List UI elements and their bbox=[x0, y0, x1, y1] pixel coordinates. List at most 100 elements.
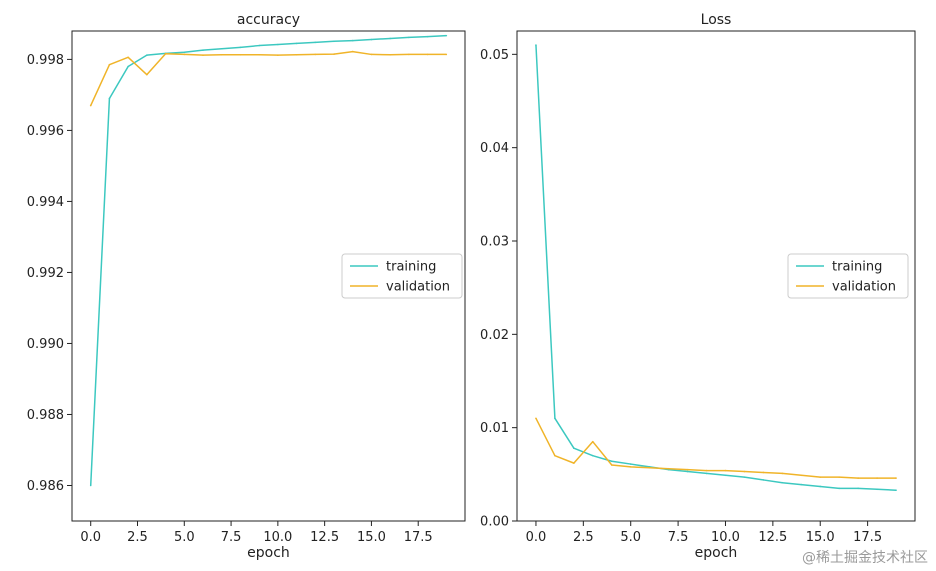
data-point-training bbox=[183, 51, 186, 54]
data-point-training bbox=[819, 485, 822, 488]
x-axis-label: epoch bbox=[695, 545, 738, 561]
x-tick-label: 17.5 bbox=[404, 530, 433, 545]
data-point-training bbox=[202, 49, 204, 51]
y-tick-label: 0.02 bbox=[480, 328, 509, 343]
data-point-validation bbox=[629, 466, 632, 468]
y-tick-label: 0.04 bbox=[480, 141, 509, 156]
data-point-training bbox=[408, 36, 410, 39]
data-point-validation bbox=[705, 469, 708, 472]
data-point-training bbox=[781, 481, 784, 484]
data-point-training bbox=[389, 37, 391, 40]
x-tick-label: 0.0 bbox=[526, 530, 547, 545]
plot-frame bbox=[71, 30, 466, 522]
data-point-validation bbox=[277, 54, 279, 56]
legend: training validation bbox=[341, 253, 463, 299]
y-tick-label: 0.998 bbox=[27, 53, 64, 68]
legend-label-training: training bbox=[832, 260, 882, 275]
accuracy-chart: accuracy 0.0 2.5 5.0 7.5 10.0 12.5 15.0 17.5 0.98… bbox=[27, 12, 466, 561]
data-point-validation bbox=[554, 454, 556, 457]
series-line-training bbox=[535, 44, 897, 491]
y-tick-label: 0.990 bbox=[27, 337, 64, 352]
data-point-training bbox=[445, 34, 448, 37]
x-tick-label: 7.5 bbox=[221, 530, 242, 545]
x-tick-label: 17.5 bbox=[853, 530, 882, 545]
chart-title: Loss bbox=[701, 12, 732, 28]
data-point-training bbox=[762, 479, 765, 481]
data-point-validation bbox=[724, 469, 727, 472]
data-point-validation bbox=[164, 52, 167, 55]
data-point-training bbox=[127, 65, 129, 68]
x-tick-label: 0.0 bbox=[80, 530, 101, 545]
data-point-training bbox=[314, 41, 317, 44]
legend: training validation bbox=[787, 253, 909, 299]
data-point-training bbox=[220, 47, 223, 50]
x-tick-label: 5.0 bbox=[174, 530, 195, 545]
data-point-training bbox=[426, 35, 429, 38]
data-point-validation bbox=[819, 476, 822, 478]
series-line-validation bbox=[535, 417, 897, 479]
data-point-validation bbox=[220, 53, 223, 56]
chart-title: accuracy bbox=[237, 12, 300, 28]
data-point-training bbox=[239, 46, 242, 49]
data-point-training bbox=[351, 39, 354, 42]
legend-box bbox=[341, 253, 463, 299]
x-tick-label: 7.5 bbox=[668, 530, 689, 545]
data-point-validation bbox=[667, 467, 670, 470]
data-point-validation bbox=[202, 54, 204, 56]
data-point-validation bbox=[800, 474, 803, 477]
x-tick-label: 2.5 bbox=[127, 530, 148, 545]
data-point-training bbox=[295, 42, 298, 45]
x-tick-label: 15.0 bbox=[357, 530, 386, 545]
data-point-training bbox=[89, 484, 92, 487]
data-point-training bbox=[592, 454, 594, 457]
data-point-validation bbox=[239, 53, 242, 56]
data-point-validation bbox=[370, 53, 373, 56]
data-point-validation bbox=[408, 53, 410, 56]
data-point-training bbox=[895, 489, 897, 492]
data-point-validation bbox=[108, 63, 111, 66]
data-point-validation bbox=[258, 53, 260, 56]
y-tick-label: 0.05 bbox=[480, 48, 509, 63]
data-point-training bbox=[146, 54, 148, 56]
legend-label-training: training bbox=[386, 260, 436, 275]
x-tick-label: 15.0 bbox=[806, 530, 835, 545]
series-line-validation bbox=[90, 50, 447, 106]
data-point-validation bbox=[146, 73, 148, 76]
x-tick-label: 10.0 bbox=[263, 530, 292, 545]
data-point-training bbox=[333, 40, 335, 43]
data-point-validation bbox=[686, 468, 689, 471]
data-point-training bbox=[258, 44, 260, 47]
x-tick-label: 5.0 bbox=[620, 530, 641, 545]
data-point-training bbox=[876, 488, 878, 491]
data-point-validation bbox=[333, 53, 335, 55]
data-point-training bbox=[277, 43, 279, 46]
x-tick-label: 2.5 bbox=[573, 530, 594, 545]
y-tick-label: 0.03 bbox=[480, 235, 509, 250]
data-point-training bbox=[838, 487, 840, 490]
data-point-validation bbox=[183, 53, 186, 56]
data-point-validation bbox=[648, 467, 651, 469]
data-point-validation bbox=[743, 470, 746, 473]
data-point-training bbox=[108, 97, 111, 100]
x-axis-label: epoch bbox=[247, 545, 290, 561]
data-point-validation bbox=[445, 53, 448, 56]
x-tick-label: 10.0 bbox=[711, 530, 740, 545]
data-point-validation bbox=[127, 56, 129, 59]
legend-label-validation: validation bbox=[386, 280, 450, 295]
loss-chart: Loss 0.0 2.5 5.0 7.5 10.0 12.5 15.0 17.5 0.00 0.01… bbox=[480, 12, 916, 561]
data-point-validation bbox=[762, 471, 765, 474]
y-tick-label: 0.996 bbox=[27, 124, 64, 139]
plot-frame bbox=[516, 30, 916, 522]
watermark-text: @稀土掘金技术社区 bbox=[802, 550, 928, 566]
data-point-validation bbox=[535, 417, 537, 420]
data-point-training bbox=[800, 483, 803, 486]
data-point-training bbox=[370, 38, 373, 41]
legend-label-validation: validation bbox=[832, 280, 896, 295]
data-point-validation bbox=[295, 53, 298, 56]
data-point-validation bbox=[426, 53, 429, 56]
data-point-validation bbox=[573, 462, 575, 464]
data-point-training bbox=[686, 470, 689, 473]
y-tick-label: 0.986 bbox=[27, 479, 64, 494]
data-point-validation bbox=[876, 477, 878, 479]
data-point-training bbox=[743, 476, 746, 478]
